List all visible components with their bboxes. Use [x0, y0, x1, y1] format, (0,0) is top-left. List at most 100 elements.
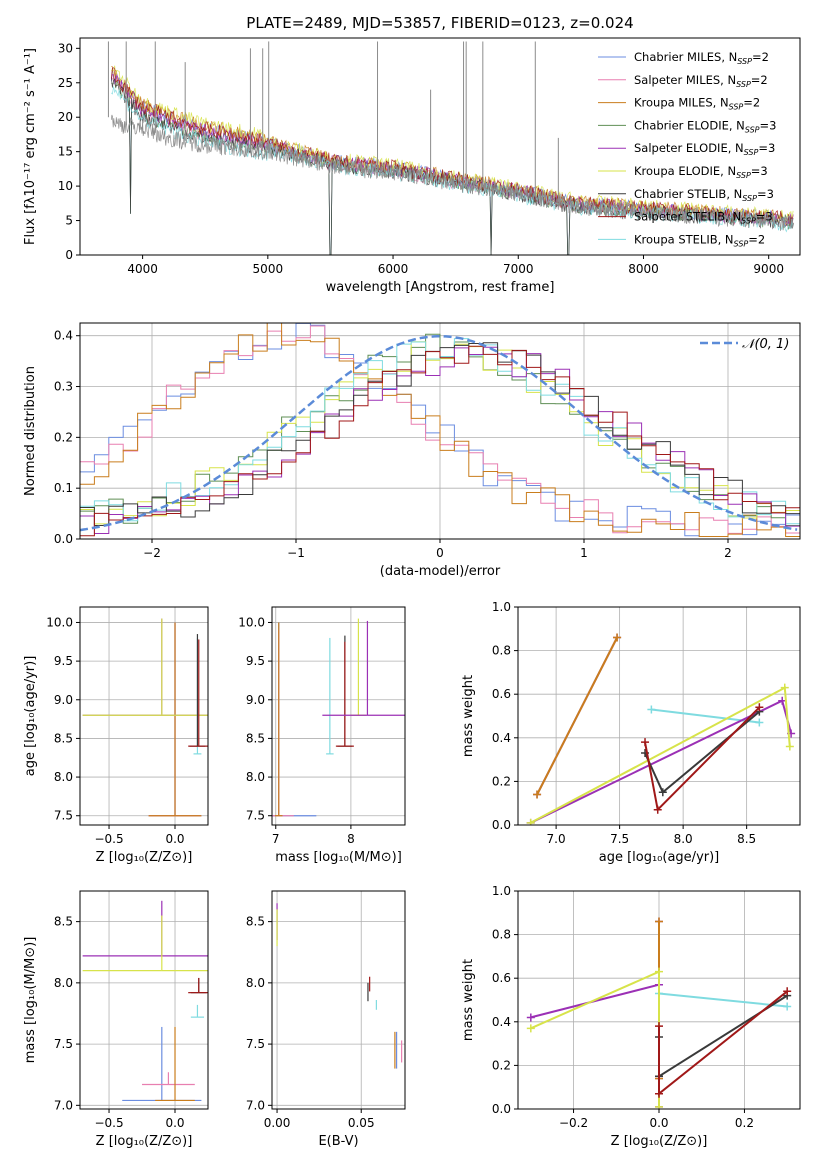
spectrum-data-line [110, 114, 795, 231]
x-tick-label: 0.05 [348, 1116, 375, 1130]
panel-z-vs-weight: −0.2 0.0 0.2 0.0 0.2 0.4 0.6 0.8 1.0 Z [log₁₀(Z/Z… [461, 884, 801, 1149]
x-tick-label: 5000 [253, 262, 284, 276]
plot-layer: 4000 5000 6000 7000 8000 9000051015202530wave… [23, 37, 801, 1149]
weight-series-line [530, 686, 791, 824]
y-tick-label: 0.1 [54, 481, 73, 495]
x-tick-label: −2 [143, 546, 161, 560]
y-axis-label: mass weight [461, 959, 476, 1041]
panel-ebv-vs-mass: 0.00 0.05 7.0 7.5 8.0 8.5 E(B-V) [246, 890, 406, 1149]
y-tick-label: 7.5 [246, 1037, 265, 1051]
y-tick-label: 0 [65, 248, 73, 262]
y-axis-label: mass [log₁₀(M/M⊙)] [23, 937, 38, 1064]
panel-age-vs-weight: 7.0 7.5 8.0 8.5 0.0 0.2 0.4 0.6 0.8 1.0 age [log₁₀… [461, 600, 801, 865]
x-tick-label: 0.2 [735, 1116, 754, 1130]
weight-point-marker [778, 696, 787, 705]
y-tick-label: 8.0 [246, 976, 265, 990]
x-tick-label: 0.0 [165, 1116, 184, 1130]
x-tick-label: 7.5 [610, 832, 629, 846]
panel-z-vs-mass: −0.5 0.0 7.0 7.5 8.0 8.5 Z [log₁₀(Z/Z⊙)] mass [… [23, 890, 209, 1149]
panel-mass-vs-age: 7 8 7.5 8.0 8.5 9.0 9.5 10.0 mass [log₁₀(M/M⊙)] [238, 606, 406, 865]
plot-area-ebv-vs-mass [276, 903, 403, 1069]
x-tick-label: −1 [287, 546, 305, 560]
panel-residuals: −2 −1 0 1 2 0.0 0.1 0.2 0.3 0.4 (data-model)/error… [23, 322, 801, 579]
x-axis-label: Z [log₁₀(Z/Z⊙)] [96, 850, 193, 865]
weight-point-marker [526, 818, 535, 825]
weight-series-line [530, 970, 660, 1107]
residual-histogram [80, 346, 800, 534]
weight-point-marker [641, 738, 650, 747]
x-tick-label: 8 [347, 832, 355, 846]
y-tick-label: 0.2 [492, 774, 511, 788]
y-tick-label: 9.5 [54, 654, 73, 668]
x-tick-label: 8.0 [674, 832, 693, 846]
y-tick-label: 0.6 [492, 687, 511, 701]
plot-area-residuals [80, 323, 800, 537]
normal-reference-curve [80, 334, 798, 532]
legend-entry: Chabrier STELIB, NSSP=3 [634, 187, 774, 203]
y-tick-label: 8.0 [54, 976, 73, 990]
axes-front-residuals: −2 −1 0 1 2 0.0 0.1 0.2 0.3 0.4 (data-model)/error… [23, 322, 801, 579]
weight-point-marker [658, 788, 667, 797]
weight-point-marker [526, 1013, 535, 1022]
y-tick-label: 1.0 [492, 884, 511, 898]
x-tick-label: −0.2 [559, 1116, 588, 1130]
plot-area-z-vs-mass [82, 900, 208, 1102]
axes-front-z-vs-weight: −0.2 0.0 0.2 0.0 0.2 0.4 0.6 0.8 1.0 Z [log₁₀(Z/Z… [461, 884, 801, 1149]
y-axis-label: Normed distribution [23, 366, 38, 496]
y-tick-label: 30 [58, 41, 73, 55]
legend-entry: Chabrier MILES, NSSP=2 [634, 50, 769, 66]
y-tick-label: 7.5 [54, 1037, 73, 1051]
y-tick-label: 0.0 [492, 818, 511, 832]
y-tick-label: 9.0 [246, 693, 265, 707]
x-tick-label: 2 [724, 546, 732, 560]
x-tick-label: 7000 [503, 262, 534, 276]
y-tick-label: 9.0 [54, 693, 73, 707]
axes-front-z-vs-age: −0.5 0.0 7.5 8.0 8.5 9.0 9.5 10.0 Z [log₁₀(Z/Z⊙)… [23, 606, 209, 865]
y-tick-label: 0.6 [492, 971, 511, 985]
weight-point-marker [653, 805, 662, 814]
x-tick-label: 0.00 [264, 1116, 291, 1130]
y-axis-label: mass weight [461, 675, 476, 757]
y-tick-label: 0.4 [492, 731, 511, 745]
weight-point-marker [783, 1002, 792, 1011]
weight-point-marker [655, 1022, 663, 1031]
x-tick-label: 0.0 [165, 832, 184, 846]
x-tick-label: 9000 [753, 262, 784, 276]
x-axis-label: age [log₁₀(age/yr)] [599, 850, 720, 865]
y-tick-label: 7.5 [54, 809, 73, 823]
axes-frame [271, 890, 406, 1110]
y-tick-label: 0.4 [54, 329, 73, 343]
legend-entry: Chabrier ELODIE, NSSP=3 [634, 118, 776, 134]
y-tick-label: 0.4 [492, 1015, 511, 1029]
y-tick-label: 0.2 [54, 430, 73, 444]
x-tick-label: 0.0 [649, 1116, 668, 1130]
y-tick-label: 8.0 [246, 770, 265, 784]
axes-frame [517, 606, 801, 826]
residual-histogram [80, 333, 800, 526]
x-tick-label: −0.5 [94, 832, 123, 846]
y-tick-label: 0.0 [492, 1102, 511, 1116]
x-tick-label: 8000 [628, 262, 659, 276]
x-tick-label: 6000 [378, 262, 409, 276]
legend-entry: Kroupa STELIB, NSSP=2 [634, 232, 765, 248]
y-tick-label: 0.2 [492, 1058, 511, 1072]
axes-frame [271, 606, 406, 826]
y-axis-label: Flux [fλ10⁻¹⁷ erg cm⁻² s⁻¹ A⁻¹] [23, 48, 38, 245]
weight-series-line [658, 992, 788, 1008]
plot-area-age-vs-weight [526, 633, 796, 825]
x-tick-label: 0 [436, 546, 444, 560]
legend-entry: Kroupa ELODIE, NSSP=3 [634, 164, 768, 180]
y-tick-label: 10.0 [46, 615, 73, 629]
y-tick-label: 1.0 [492, 600, 511, 614]
weight-point-marker [655, 917, 663, 926]
plot-area-z-vs-weight [526, 917, 792, 1109]
x-tick-label: 1 [580, 546, 588, 560]
y-tick-label: 0.0 [54, 532, 73, 546]
y-tick-label: 0.8 [492, 644, 511, 658]
x-axis-label: wavelength [Angstrom, rest frame] [326, 280, 555, 295]
x-tick-label: 7 [272, 832, 280, 846]
x-axis-label: (data-model)/error [380, 564, 501, 579]
y-tick-label: 10 [58, 179, 73, 193]
y-tick-label: 9.5 [246, 654, 265, 668]
